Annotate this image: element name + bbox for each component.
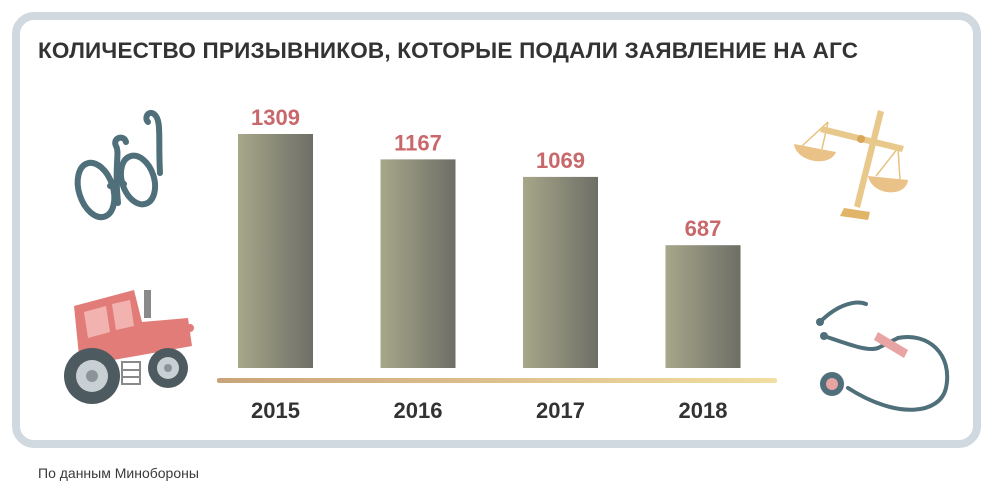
bar-2016 bbox=[380, 159, 456, 368]
scales-icon bbox=[794, 110, 908, 220]
x-tick-label-2018: 2018 bbox=[679, 398, 728, 423]
x-tick-labels: 2015 2016 2017 2018 bbox=[251, 398, 727, 423]
baseline bbox=[217, 378, 777, 383]
value-label-2015: 1309 bbox=[251, 105, 300, 130]
bar-2017 bbox=[523, 176, 598, 368]
source-note: По данным Минобороны bbox=[38, 465, 199, 481]
bars-group: 1309 1167 1069 687 bbox=[238, 105, 741, 368]
bar-2015 bbox=[238, 134, 313, 368]
x-tick-label-2017: 2017 bbox=[536, 398, 585, 423]
value-label-2016: 1167 bbox=[394, 130, 442, 155]
tractor-icon bbox=[64, 290, 194, 404]
x-tick-label-2015: 2015 bbox=[251, 398, 300, 423]
value-label-2017: 1069 bbox=[536, 148, 585, 173]
chart-title: КОЛИЧЕСТВО ПРИЗЫВНИКОВ, КОТОРЫЕ ПОДАЛИ З… bbox=[38, 38, 859, 63]
bar-2018 bbox=[665, 245, 741, 368]
stethoscope-icon bbox=[816, 300, 950, 412]
x-tick-label-2016: 2016 bbox=[394, 398, 443, 423]
value-label-2018: 687 bbox=[685, 216, 722, 241]
glasses-icon bbox=[74, 110, 163, 221]
